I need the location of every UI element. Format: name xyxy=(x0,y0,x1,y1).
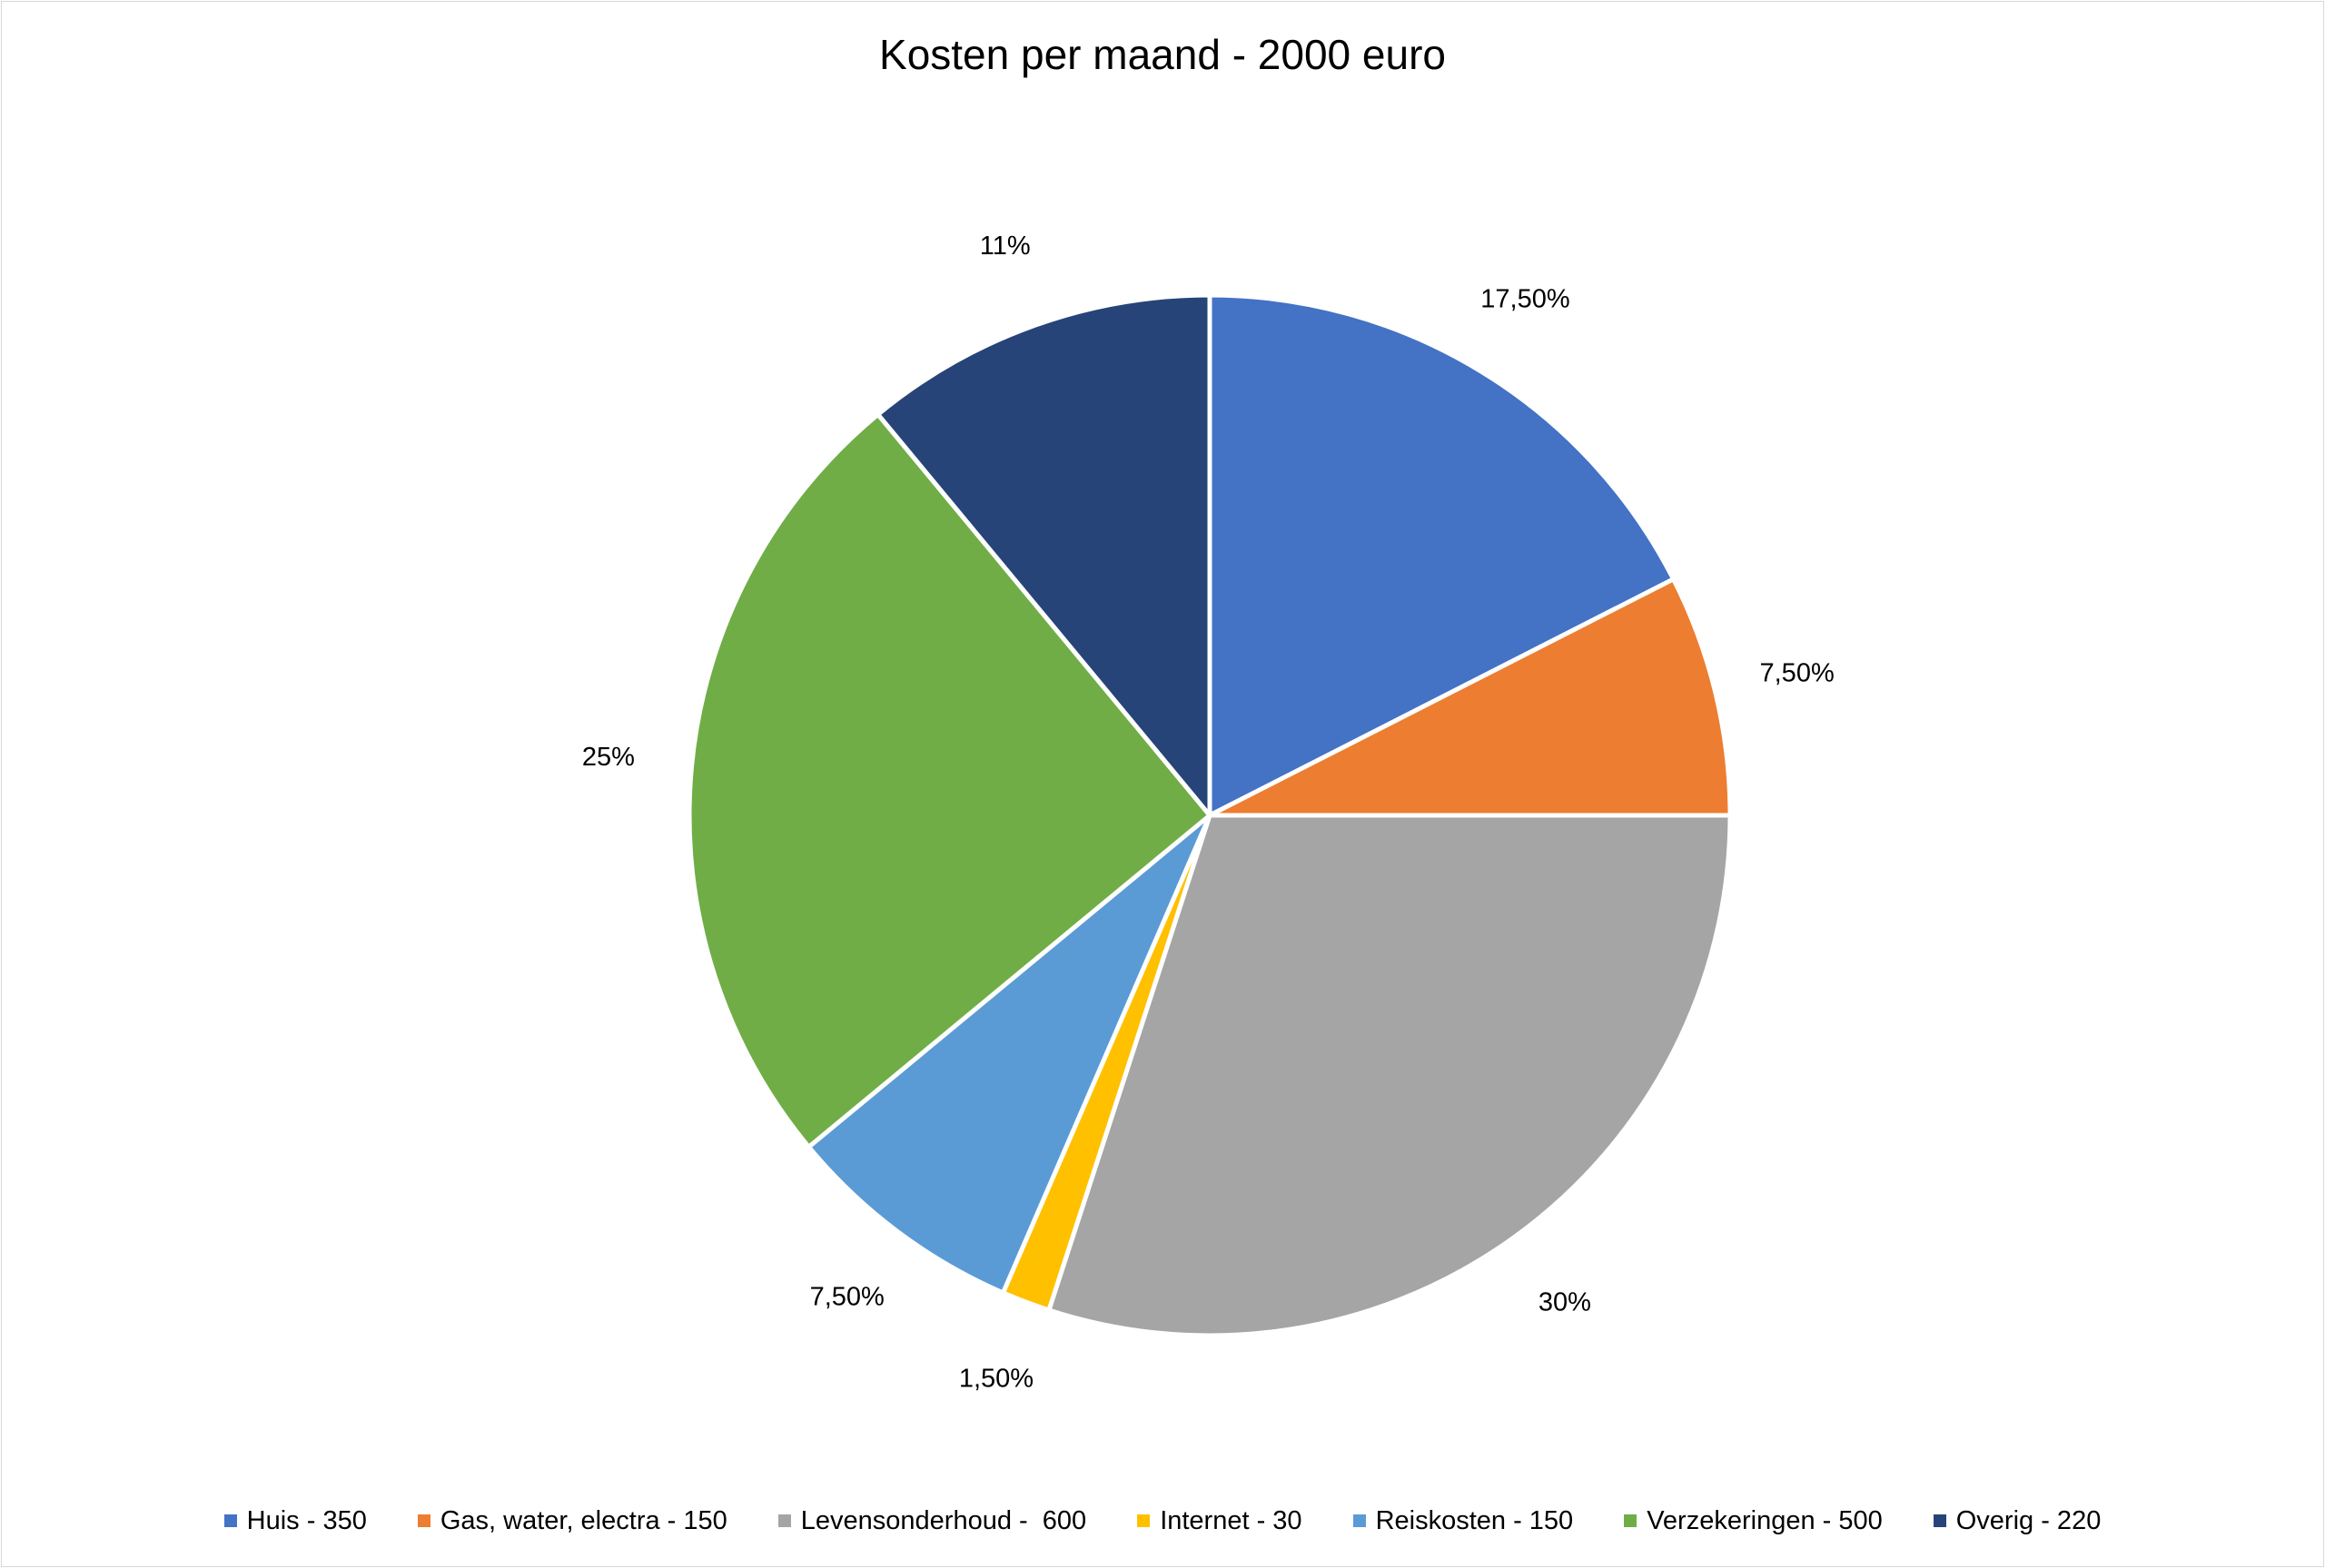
legend-swatch xyxy=(1137,1514,1151,1527)
pie-slice xyxy=(806,813,1212,1296)
data-label: 25% xyxy=(582,743,635,772)
legend-swatch xyxy=(1933,1514,1946,1527)
legend-label: Verzekeringen - 500 xyxy=(1647,1505,1883,1535)
legend-item: Levensonderhoud - 600 xyxy=(777,1505,1087,1536)
pie-slice xyxy=(876,292,1212,818)
legend-label: Gas, water, electra - 150 xyxy=(440,1505,727,1535)
pie-slice xyxy=(1207,577,1733,818)
pie-slice xyxy=(687,411,1212,1149)
data-label: 7,50% xyxy=(1760,658,1835,687)
legend-label: Levensonderhoud - 600 xyxy=(800,1505,1087,1535)
legend: Huis - 350 Gas, water, electra - 150 Leven… xyxy=(0,1498,2325,1543)
pie-slices xyxy=(687,292,1733,1338)
legend-swatch xyxy=(1624,1514,1637,1527)
data-label: 30% xyxy=(1538,1288,1591,1317)
data-label: 1,50% xyxy=(959,1365,1034,1394)
legend-item: Verzekeringen - 500 xyxy=(1624,1506,1883,1536)
legend-item: Reiskosten - 150 xyxy=(1352,1505,1574,1536)
pie-slice xyxy=(1207,292,1677,818)
legend-swatch xyxy=(417,1514,430,1527)
legend-label: Reiskosten - 150 xyxy=(1375,1505,1574,1535)
pie-slice xyxy=(1046,813,1733,1338)
data-label: 11% xyxy=(980,232,1031,261)
legend-swatch xyxy=(1352,1514,1366,1527)
legend-item: Overig - 220 xyxy=(1933,1505,2102,1536)
legend-swatch xyxy=(777,1514,791,1527)
legend-label: Overig - 220 xyxy=(1955,1505,2102,1535)
legend-item: Internet - 30 xyxy=(1137,1505,1302,1536)
legend-label: Huis - 350 xyxy=(246,1505,367,1535)
data-label: 7,50% xyxy=(810,1282,885,1311)
legend-swatch xyxy=(223,1514,237,1527)
legend-item: Huis - 350 xyxy=(223,1505,367,1536)
data-label: 17,50% xyxy=(1480,285,1569,314)
chart-title: Kosten per maand - 2000 euro xyxy=(879,31,1446,78)
legend-label: Internet - 30 xyxy=(1160,1505,1302,1535)
data-labels: 17,50% 7,50% 30% 1,50% 7,50% 25% 11% xyxy=(582,232,1835,1394)
legend-item: Gas, water, electra - 150 xyxy=(417,1505,727,1536)
